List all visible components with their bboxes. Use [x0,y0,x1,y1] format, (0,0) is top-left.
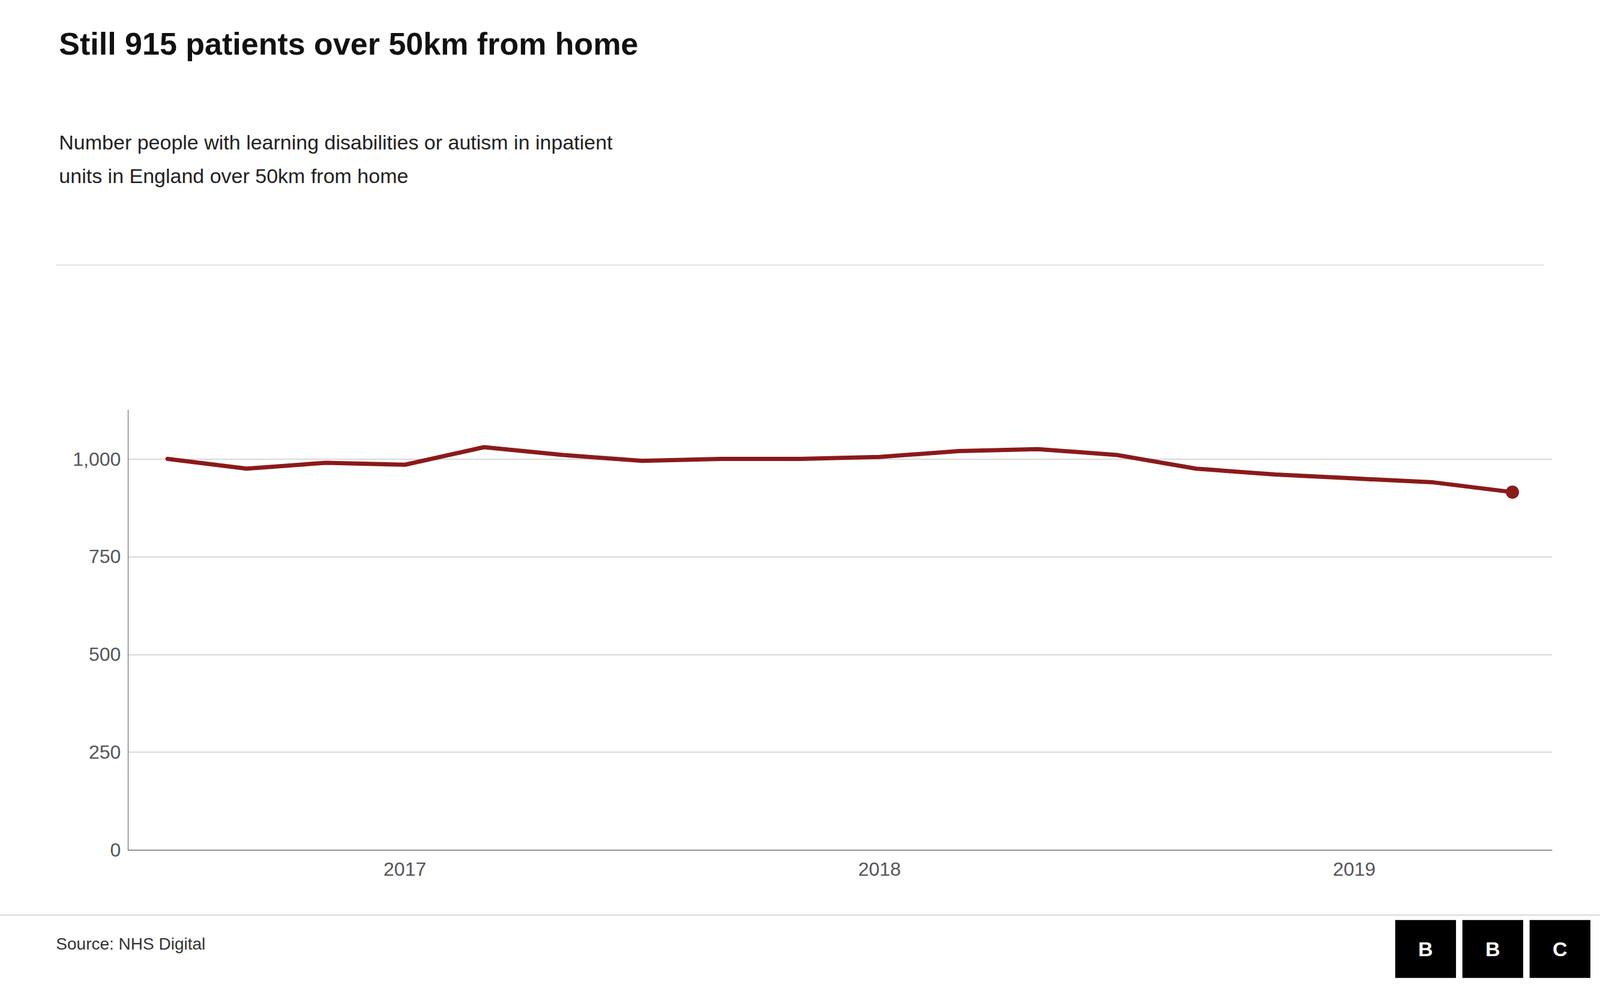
svg-text:C: C [1552,937,1568,961]
svg-text:0: 0 [109,839,121,861]
svg-text:B: B [1418,937,1434,961]
svg-text:500: 500 [88,643,121,665]
svg-text:Number people with learning di: Number people with learning disabilities… [58,130,613,154]
svg-text:B: B [1485,937,1501,961]
svg-text:units in England over 50km fro: units in England over 50km from home [58,164,409,188]
svg-text:2018: 2018 [858,858,901,880]
svg-text:2017: 2017 [383,858,427,880]
svg-text:750: 750 [88,545,121,568]
svg-text:2019: 2019 [1332,858,1376,880]
svg-text:Still 915 patients over 50km f: Still 915 patients over 50km from home [58,26,638,62]
svg-text:1,000: 1,000 [72,448,121,470]
svg-text:Source: NHS Digital: Source: NHS Digital [55,934,206,954]
svg-text:250: 250 [88,741,121,763]
